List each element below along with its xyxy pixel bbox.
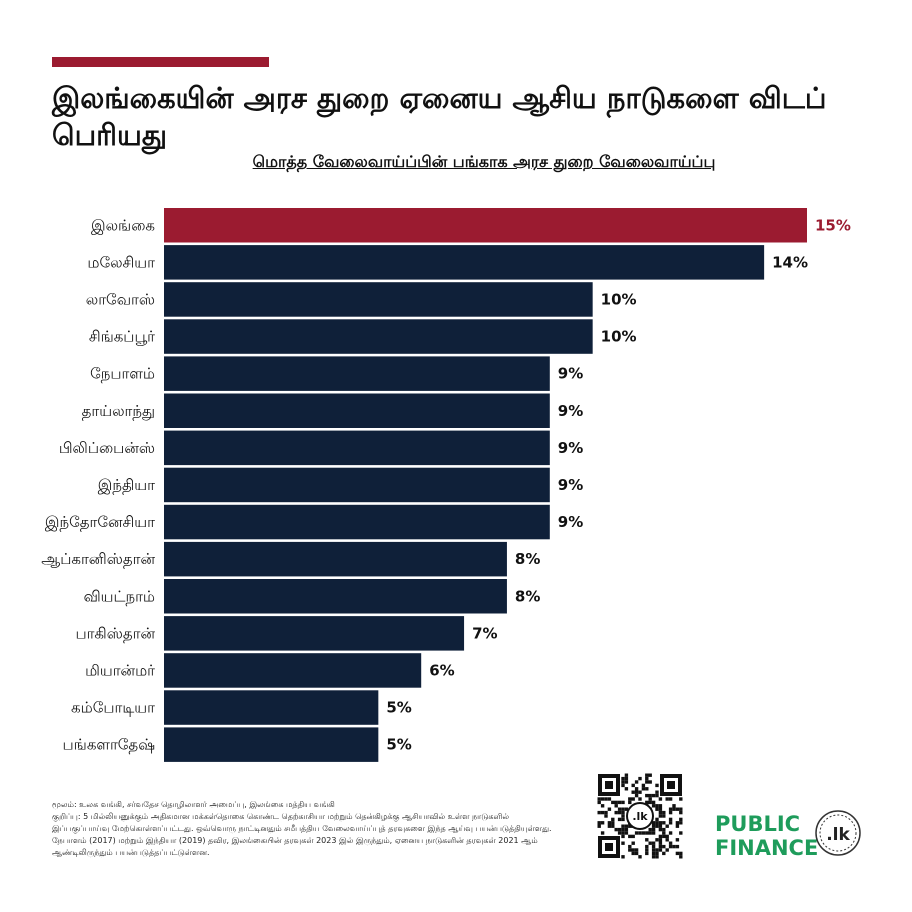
category-label-2: லாவோஸ்	[86, 290, 155, 308]
value-label-8: 9%	[558, 513, 583, 531]
category-label-13: கம்போடியா	[71, 699, 155, 717]
value-label-3: 10%	[601, 328, 637, 346]
bar-10	[164, 579, 507, 614]
bar-9	[164, 541, 507, 577]
logo-seal-icon: .lk	[815, 810, 861, 856]
bar-7	[164, 467, 550, 503]
bar-12	[164, 653, 422, 688]
bar-5	[164, 393, 550, 428]
qr-code-icon: .lk	[597, 773, 683, 859]
value-label-13: 5%	[386, 699, 411, 717]
category-label-12: மியான்மர்	[85, 661, 155, 679]
value-label-0: 15%	[815, 216, 851, 234]
category-label-11: பாகிஸ்தான்	[75, 624, 155, 642]
bar-14	[164, 727, 379, 762]
logo-wordmark: PUBLIC FINANCE	[715, 812, 818, 860]
qr-center-label: .lk	[632, 810, 648, 823]
category-label-7: இந்தியா	[98, 476, 155, 494]
value-label-4: 9%	[558, 365, 583, 383]
logo-line-2: FINANCE	[715, 836, 819, 860]
category-label-6: பிலிப்பைன்ஸ்	[59, 439, 155, 457]
category-label-14: பங்களாதேஷ்	[63, 736, 155, 754]
category-label-9: ஆப்கானிஸ்தான்	[41, 550, 155, 568]
bar-3	[164, 319, 593, 354]
bar-0	[164, 208, 807, 243]
source-note: மூலம்: உலக வங்கி, சர்வதேச தொழிலாளர் அமைப…	[52, 800, 335, 809]
category-label-4: நேபாளம்	[90, 365, 155, 383]
bar-11	[164, 616, 465, 651]
logo-line-1: PUBLIC	[715, 812, 801, 836]
value-label-1: 14%	[772, 253, 808, 271]
bar-8	[164, 504, 550, 540]
value-label-7: 9%	[558, 476, 583, 494]
bar-1	[164, 245, 765, 280]
chart-title: இலங்கையின் அரச துறை ஏனைய ஆசிய நாடுகளை வி…	[52, 81, 827, 152]
bar-4	[164, 356, 550, 391]
category-label-5: தாய்லாந்து	[82, 402, 155, 420]
bar-6	[164, 430, 550, 466]
value-label-6: 9%	[558, 439, 583, 457]
bar-13	[164, 690, 379, 725]
footer-notes: மூலம்: உலக வங்கி, சர்வதேச தொழிலாளர் அமைப…	[52, 799, 564, 859]
logo-seal-label: .lk	[826, 825, 850, 845]
value-label-14: 5%	[386, 736, 411, 754]
category-label-1: மலேசியா	[87, 253, 155, 271]
value-label-10: 8%	[515, 587, 540, 605]
chart-subtitle: மொத்த வேலைவாய்ப்பின் பங்காக அரச துறை வேல…	[252, 152, 716, 171]
accent-bar	[52, 57, 269, 67]
category-label-8: இந்தோனேசியா	[45, 513, 155, 531]
value-label-11: 7%	[472, 624, 497, 642]
bar-2	[164, 282, 593, 317]
value-label-9: 8%	[515, 550, 540, 568]
category-label-3: சிங்கப்பூர்	[89, 328, 155, 346]
category-label-0: இலங்கை	[91, 216, 155, 234]
value-label-2: 10%	[601, 290, 637, 308]
method-note: குறிப்பு: 5 மில்லியனுக்கும் அதிகமான மக்க…	[52, 812, 552, 857]
value-label-12: 6%	[429, 661, 454, 679]
value-label-5: 9%	[558, 402, 583, 420]
public-finance-logo: PUBLIC FINANCE .lk	[715, 808, 865, 864]
category-label-10: வியட்நாம்	[84, 587, 155, 605]
